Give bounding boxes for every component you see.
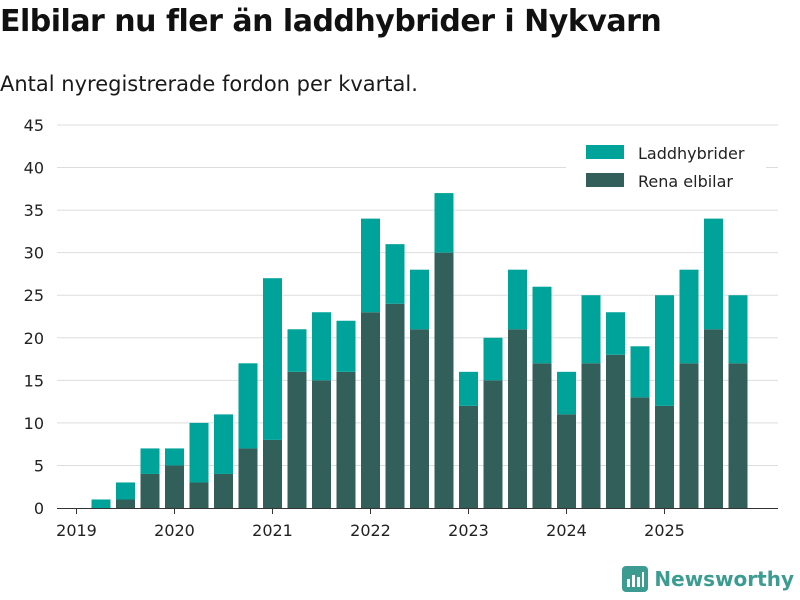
bar-rena-elbilar	[238, 448, 258, 508]
x-tick-label: 2024	[546, 521, 587, 540]
bar-rena-elbilar	[557, 414, 576, 508]
bar-rena-elbilar	[630, 397, 650, 508]
y-tick-label: 30	[24, 244, 44, 263]
legend-label-rena-elbilar: Rena elbilar	[638, 172, 733, 191]
newsworthy-logo-icon	[622, 566, 649, 592]
bar-laddhybrider	[508, 269, 527, 330]
bar-laddhybrider	[140, 448, 160, 474]
bar-laddhybrider	[434, 193, 454, 253]
bar-rena-elbilar	[679, 363, 699, 508]
bar-rena-elbilar	[459, 405, 478, 508]
bar-laddhybrider	[679, 269, 699, 364]
bar-laddhybrider	[263, 278, 282, 440]
y-tick-label: 45	[24, 116, 44, 135]
bar-rena-elbilar	[532, 363, 552, 508]
x-tick-label: 2019	[56, 521, 97, 540]
bar-rena-elbilar	[385, 303, 405, 508]
legend-swatch-rena-elbilar	[586, 173, 624, 187]
y-tick-label: 35	[24, 201, 44, 220]
bar-rena-elbilar	[312, 380, 331, 508]
bar-rena-elbilar	[434, 252, 454, 508]
bar-laddhybrider	[238, 363, 258, 449]
x-tick-label: 2025	[644, 521, 685, 540]
bar-rena-elbilar	[581, 363, 601, 508]
bar-rena-elbilar	[116, 499, 135, 508]
bar-laddhybrider	[116, 482, 135, 500]
bar-laddhybrider	[630, 346, 650, 398]
chart-title: Elbilar nu fler än laddhybrider i Nykvar…	[0, 4, 662, 39]
y-tick-label: 40	[24, 159, 44, 178]
y-tick-label: 5	[34, 456, 44, 475]
bar-laddhybrider	[336, 320, 356, 372]
y-tick-label: 15	[24, 371, 44, 390]
x-tick-label: 2021	[252, 521, 293, 540]
x-tick-label: 2023	[448, 521, 489, 540]
bar-rena-elbilar	[214, 473, 233, 508]
y-tick-label: 10	[24, 414, 44, 433]
chart-subtitle: Antal nyregistrerade fordon per kvartal.	[0, 72, 418, 96]
bar-laddhybrider	[557, 371, 576, 415]
bar-laddhybrider	[581, 295, 601, 364]
bar-rena-elbilar	[263, 439, 282, 508]
x-tick-label: 2022	[350, 521, 391, 540]
bar-rena-elbilar	[483, 380, 503, 508]
bar-laddhybrider	[312, 312, 331, 381]
bar-rena-elbilar	[361, 312, 380, 508]
bar-rena-elbilar	[336, 371, 356, 508]
bar-laddhybrider	[91, 499, 111, 508]
bar-rena-elbilar	[410, 329, 429, 508]
bar-laddhybrider	[189, 422, 209, 483]
bar-rena-elbilar	[655, 405, 674, 508]
y-tick-label: 0	[34, 499, 44, 518]
bar-laddhybrider	[483, 337, 503, 381]
bar-laddhybrider	[287, 329, 307, 372]
bar-laddhybrider	[606, 312, 625, 355]
legend-swatch-laddhybrider	[586, 145, 624, 159]
bar-rena-elbilar	[165, 465, 184, 508]
bar-rena-elbilar	[606, 354, 625, 508]
bar-laddhybrider	[532, 286, 552, 364]
bar-laddhybrider	[165, 448, 184, 466]
bar-laddhybrider	[655, 295, 674, 406]
bar-laddhybrider	[728, 295, 748, 364]
legend-label-laddhybrider: Laddhybrider	[638, 144, 745, 163]
bar-laddhybrider	[361, 218, 380, 313]
x-tick-label: 2020	[154, 521, 195, 540]
bar-rena-elbilar	[140, 473, 160, 508]
bar-rena-elbilar	[508, 329, 527, 508]
y-tick-label: 25	[24, 286, 44, 305]
brand-name: Newsworthy	[654, 567, 794, 591]
bar-rena-elbilar	[704, 329, 723, 508]
bar-laddhybrider	[385, 244, 405, 304]
bar-laddhybrider	[459, 371, 478, 406]
bar-laddhybrider	[704, 218, 723, 330]
bar-laddhybrider	[410, 269, 429, 330]
brand-logo: Newsworthy	[622, 566, 794, 592]
y-tick-label: 20	[24, 329, 44, 348]
bar-laddhybrider	[214, 414, 233, 474]
bar-rena-elbilar	[287, 371, 307, 508]
bar-rena-elbilar	[728, 363, 748, 508]
bar-rena-elbilar	[189, 482, 209, 508]
